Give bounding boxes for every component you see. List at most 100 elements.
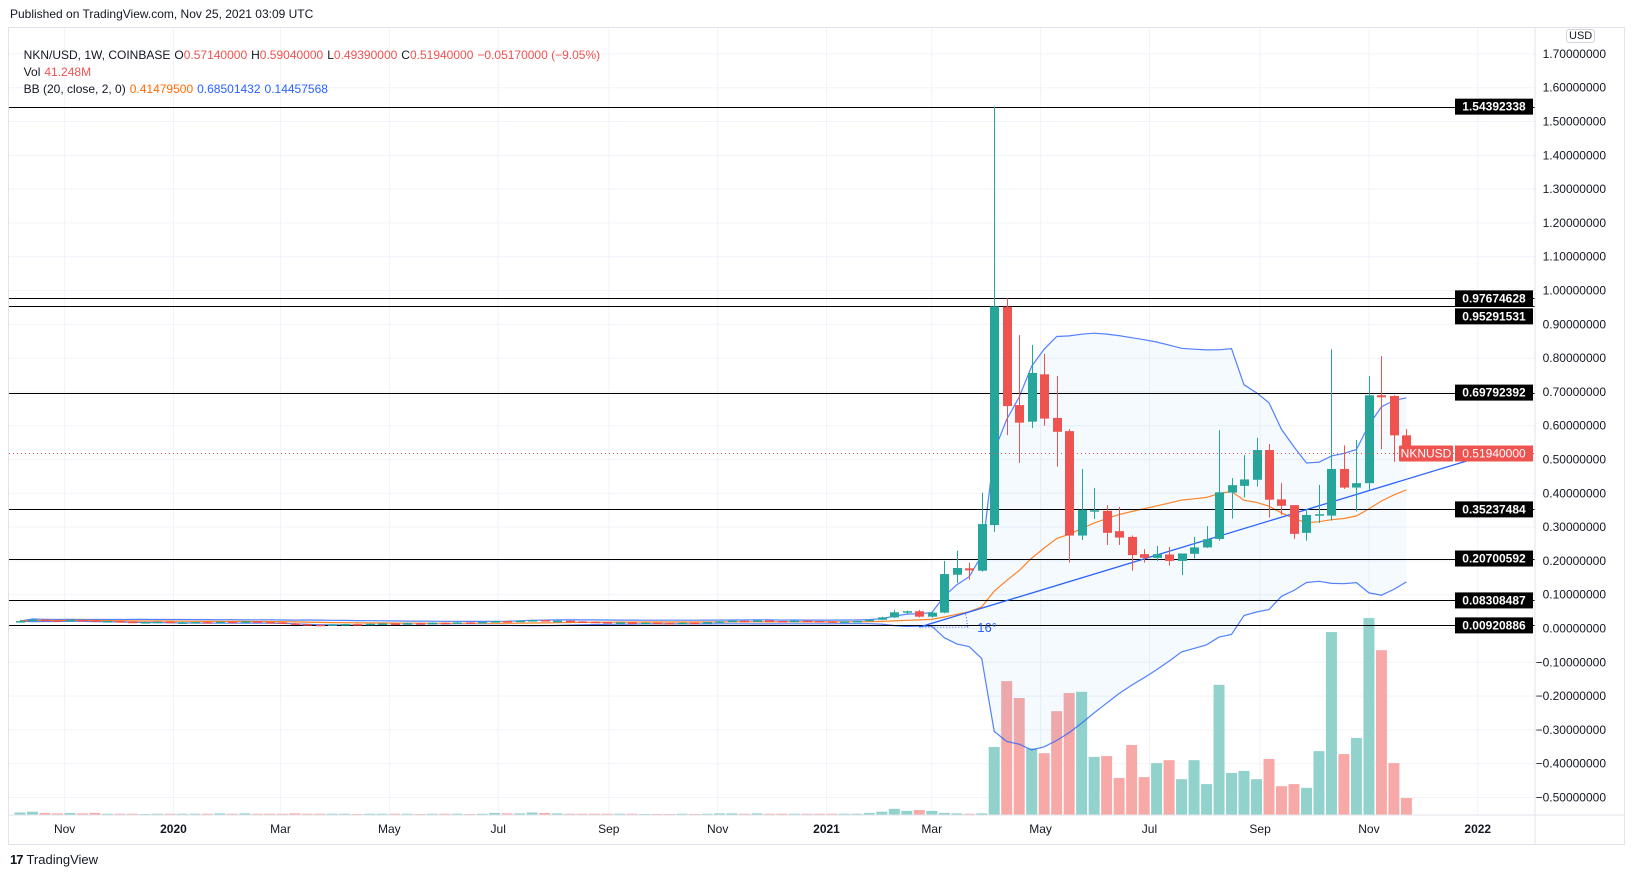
tradingview-logo[interactable]: 17 TradingView <box>10 852 98 867</box>
candle-body <box>1215 492 1224 539</box>
volume-bar <box>726 813 738 815</box>
volume-bar <box>601 813 613 815</box>
volume-bar <box>289 813 301 815</box>
volume-bar <box>776 813 788 815</box>
symbol-legend[interactable]: NKN/USD, 1W, COINBASE O0.57140000 H0.59040… <box>17 34 608 62</box>
price-tick-label: 0.70000000 <box>1543 385 1607 399</box>
candle-body <box>66 620 75 622</box>
volume-bar <box>926 810 938 815</box>
candle-body <box>1290 505 1299 534</box>
volume-label: Vol <box>23 65 41 79</box>
candle-body <box>78 620 87 622</box>
volume-bar <box>838 813 850 815</box>
level-price-label: 1.54392338 <box>1462 100 1526 114</box>
volume-bar <box>451 813 463 815</box>
price-tick-label: −0.30000000 <box>1536 723 1607 737</box>
volume-bar <box>101 813 113 815</box>
volume-bar <box>114 813 126 815</box>
volume-bar <box>1051 711 1063 815</box>
price-tick-label: 0.90000000 <box>1543 317 1607 331</box>
volume-bar <box>1275 786 1287 815</box>
tradingview-logo-icon: 17 <box>10 852 24 867</box>
volume-bar <box>1101 756 1113 815</box>
candle-body <box>428 622 437 625</box>
high-label: H <box>251 48 260 62</box>
volume-bar <box>1151 763 1163 815</box>
candle-body <box>591 621 600 624</box>
candle-body <box>940 574 949 613</box>
volume-bar <box>763 813 775 815</box>
volume-bar <box>276 813 288 815</box>
volume-bar <box>489 812 501 815</box>
last-price-label-bg <box>1455 445 1533 462</box>
candle-body <box>928 612 937 617</box>
candle-body <box>953 567 962 575</box>
bollinger-bands <box>19 332 1407 751</box>
candle-body <box>853 621 862 623</box>
volume-bar <box>51 813 63 815</box>
candle-body <box>990 306 999 526</box>
candle-body <box>191 622 200 624</box>
candle-body <box>1277 499 1286 506</box>
candle-body <box>416 623 425 625</box>
volume-bar <box>1126 744 1138 815</box>
volume-bar <box>1001 681 1013 815</box>
candle-body <box>141 622 150 624</box>
price-tick-label: −0.20000000 <box>1536 689 1607 703</box>
volume-bar <box>339 813 351 815</box>
bb-lower-value: 0.14457568 <box>264 82 328 96</box>
bb-legend[interactable]: BB (20, close, 2, 0) 0.41479500 0.68501432… <box>17 68 332 96</box>
volume-bar <box>1038 753 1050 815</box>
time-tick-label: 2020 <box>160 822 187 836</box>
candle-body <box>1302 514 1311 533</box>
candle-body <box>541 620 550 622</box>
bb-basis-line <box>19 489 1407 624</box>
logo-text: TradingView <box>26 852 99 867</box>
time-tick-label: May <box>378 822 401 836</box>
horizontal-levels[interactable] <box>9 107 1535 626</box>
time-axis[interactable]: Nov 2020 Mar May Jul Sep Nov 2021 Mar May Jul Sep No… <box>54 822 1491 836</box>
price-axis[interactable]: 1.70000000 1.60000000 1.50000000 1.40000000… <box>1536 47 1607 805</box>
currency-button[interactable]: USD <box>1566 29 1596 43</box>
price-tick-label: 1.10000000 <box>1543 250 1607 264</box>
candle-body <box>1165 554 1174 561</box>
volume-bar <box>1163 760 1175 815</box>
volume-bar <box>938 812 950 815</box>
volume-bar <box>1063 693 1075 815</box>
candle-body <box>915 611 924 617</box>
candle-body <box>566 620 575 623</box>
candle-body <box>178 622 187 624</box>
time-tick-label: Jul <box>491 822 506 836</box>
symbol-price-tag: NKNUSD <box>1401 447 1452 461</box>
candle-body <box>391 623 400 625</box>
volume-bar <box>501 813 513 815</box>
candle-body <box>1390 395 1399 436</box>
bb-upper-line <box>19 332 1407 623</box>
candle-body <box>641 622 650 625</box>
price-tick-label: 0.30000000 <box>1543 520 1607 534</box>
bb-upper-value: 0.68501432 <box>197 82 261 96</box>
volume-bar <box>801 813 813 815</box>
volume-bar <box>888 808 900 815</box>
volume-legend[interactable]: Vol 41.248M <box>17 51 95 79</box>
price-tick-label: −0.10000000 <box>1536 655 1607 669</box>
volume-bar <box>539 812 551 815</box>
candle-body <box>266 622 275 624</box>
volume-bar <box>676 813 688 815</box>
candle-body <box>53 620 62 622</box>
candle-body <box>1015 405 1024 423</box>
volume-bar <box>301 813 313 815</box>
candle-body <box>1253 450 1262 480</box>
candle-body <box>1090 510 1099 512</box>
candle-body <box>303 624 312 626</box>
candle-body <box>1190 547 1199 554</box>
volume-bar <box>1313 751 1325 815</box>
volume-bar <box>264 813 276 815</box>
candle-body <box>890 612 899 618</box>
symbol-price-tag-bg <box>1399 445 1453 462</box>
volume-bar <box>564 813 576 815</box>
candle-body <box>778 621 787 623</box>
volume-bar <box>1188 760 1200 815</box>
open-value: 0.57140000 <box>183 48 248 62</box>
